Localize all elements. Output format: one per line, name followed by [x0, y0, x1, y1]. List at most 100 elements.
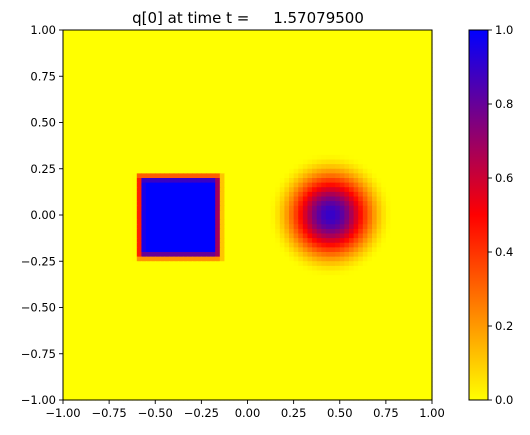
heatmap-cell	[325, 233, 332, 239]
heatmap-cell	[76, 62, 83, 68]
heatmap-cell	[335, 80, 341, 87]
heatmap-cell	[72, 43, 78, 50]
heatmap-cell	[229, 43, 235, 50]
heatmap-cell	[210, 228, 216, 235]
heatmap-cell	[122, 316, 129, 322]
heatmap-cell	[372, 154, 378, 161]
heatmap-cell	[99, 53, 106, 59]
heatmap-cell	[187, 210, 193, 216]
heatmap-cell	[348, 122, 355, 128]
heatmap-cell	[275, 159, 281, 165]
heatmap-cell	[164, 122, 170, 128]
heatmap-cell	[279, 43, 285, 50]
heatmap-cell	[67, 173, 73, 179]
heatmap-cell	[150, 228, 156, 235]
heatmap-cell	[367, 71, 373, 77]
heatmap-cell	[99, 113, 106, 119]
heatmap-cell	[159, 173, 166, 179]
heatmap-cell	[390, 127, 396, 133]
heatmap-cell	[182, 164, 189, 170]
heatmap-cell	[99, 196, 106, 202]
heatmap-cell	[293, 85, 299, 91]
heatmap-cell	[99, 76, 106, 82]
heatmap-cell	[104, 62, 110, 68]
heatmap-cell	[242, 131, 249, 137]
heatmap-cell	[372, 307, 378, 313]
heatmap-cell	[169, 62, 175, 68]
heatmap-cell	[270, 289, 276, 295]
heatmap-cell	[182, 242, 189, 248]
heatmap-cell	[344, 168, 350, 174]
heatmap-cell	[247, 247, 253, 253]
heatmap-cell	[132, 275, 138, 281]
heatmap-cell	[404, 312, 410, 318]
heatmap-cell	[192, 275, 198, 281]
heatmap-cell	[404, 187, 410, 193]
heatmap-cell	[205, 48, 212, 54]
heatmap-cell	[302, 67, 309, 73]
heatmap-cell	[298, 289, 304, 295]
heatmap-cell	[321, 30, 327, 36]
heatmap-cell	[422, 150, 428, 156]
heatmap-cell	[367, 293, 373, 299]
heatmap-cell	[196, 210, 202, 216]
heatmap-cell	[90, 164, 96, 170]
heatmap-cell	[178, 117, 184, 124]
heatmap-cell	[404, 145, 410, 151]
heatmap-cell	[408, 30, 415, 36]
heatmap-cell	[307, 159, 313, 165]
heatmap-cell	[427, 178, 433, 184]
heatmap-cell	[127, 173, 133, 179]
heatmap-cell	[95, 122, 101, 128]
heatmap-cell	[76, 238, 83, 244]
heatmap-cell	[289, 34, 295, 40]
heatmap-cell	[399, 117, 405, 124]
heatmap-cell	[293, 228, 299, 235]
heatmap-cell	[316, 215, 322, 221]
heatmap-cell	[164, 289, 170, 295]
heatmap-cell	[275, 215, 281, 221]
heatmap-cell	[146, 312, 152, 318]
heatmap-cell	[289, 275, 295, 281]
heatmap-cell	[358, 154, 364, 161]
heatmap-cell	[321, 159, 327, 165]
heatmap-cell	[219, 122, 226, 128]
heatmap-cell	[279, 210, 285, 216]
heatmap-cell	[261, 90, 267, 96]
heatmap-cell	[427, 131, 433, 137]
heatmap-cell	[122, 141, 129, 147]
heatmap-cell	[113, 270, 119, 276]
heatmap-cell	[229, 154, 235, 161]
heatmap-cell	[113, 233, 119, 239]
heatmap-cell	[247, 62, 253, 68]
heatmap-cell	[136, 131, 143, 137]
heatmap-cell	[270, 298, 276, 304]
heatmap-cell	[95, 256, 101, 262]
heatmap-cell	[289, 215, 295, 221]
heatmap-cell	[270, 117, 276, 124]
heatmap-cell	[238, 312, 244, 318]
heatmap-cell	[219, 178, 226, 184]
heatmap-cell	[247, 242, 253, 248]
heatmap-cell	[224, 252, 230, 258]
heatmap-cell	[408, 90, 415, 96]
heatmap-cell	[205, 113, 212, 119]
heatmap-cell	[358, 127, 364, 133]
heatmap-cell	[385, 298, 392, 304]
heatmap-cell	[238, 187, 244, 193]
heatmap-cell	[312, 261, 318, 267]
heatmap-cell	[395, 265, 401, 272]
heatmap-cell	[86, 136, 92, 142]
heatmap-cell	[279, 131, 285, 137]
heatmap-cell	[307, 164, 313, 170]
heatmap-cell	[229, 316, 235, 322]
heatmap-cell	[325, 284, 332, 290]
heatmap-cell	[178, 316, 184, 322]
heatmap-cell	[289, 48, 295, 54]
heatmap-cell	[413, 168, 419, 174]
heatmap-cell	[376, 265, 382, 272]
heatmap-cell	[284, 252, 290, 258]
heatmap-cell	[302, 108, 309, 114]
heatmap-cell	[284, 108, 290, 114]
heatmap-cell	[261, 104, 267, 110]
